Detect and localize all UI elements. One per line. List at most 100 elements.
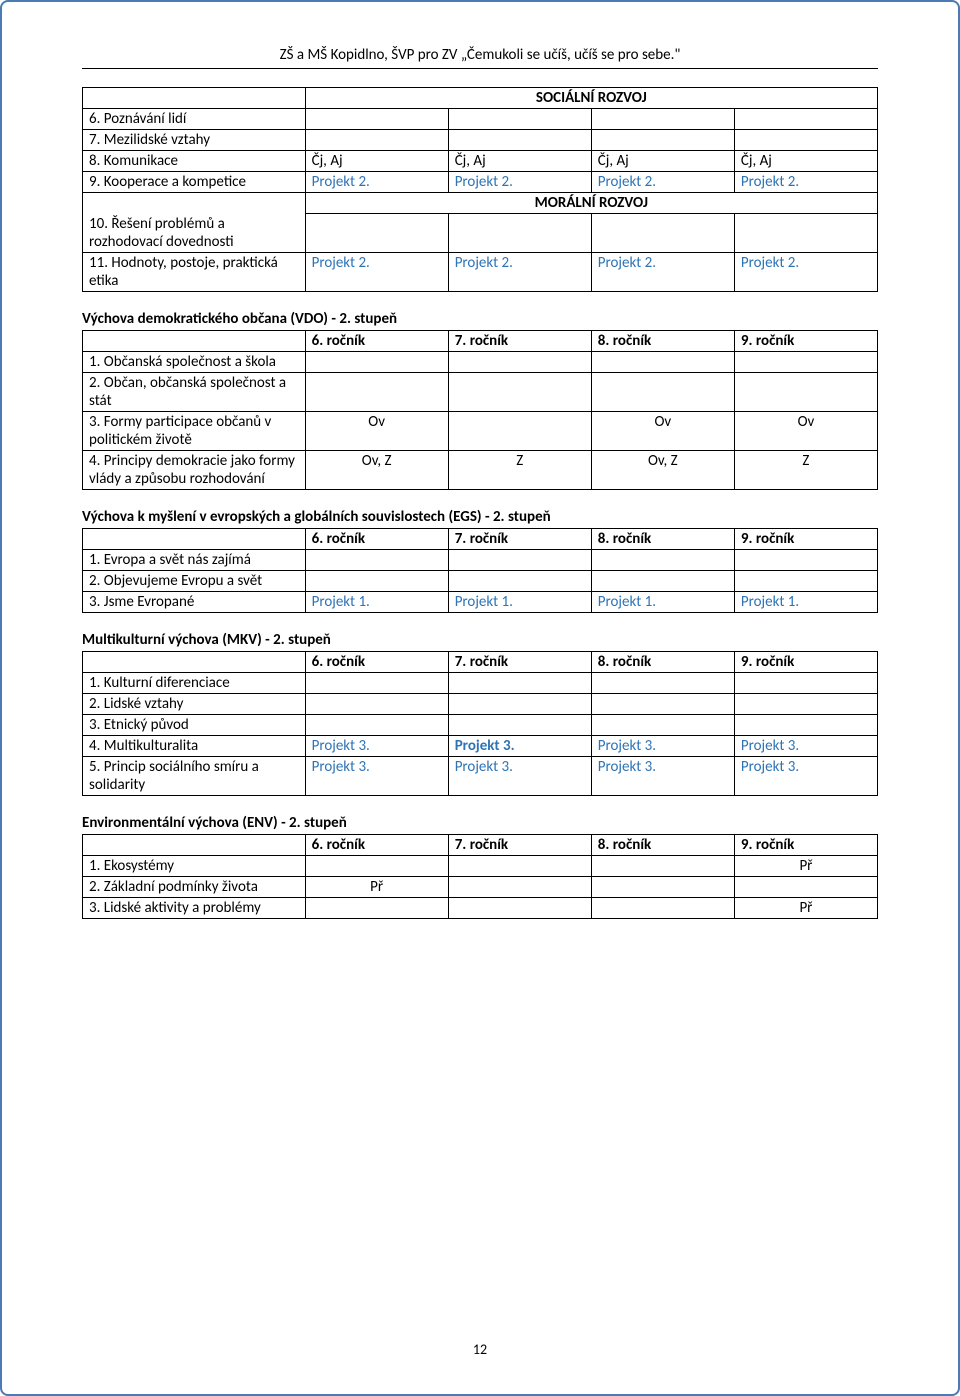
table-mkv: 6. ročník 7. ročník 8. ročník 9. ročník … (82, 651, 878, 796)
section-heading: SOCIÁLNÍ ROZVOJ (305, 88, 877, 109)
cell: Př (734, 855, 877, 876)
table-row: 1. Kulturní diferenciace (83, 672, 878, 693)
col-header: 9. ročník (734, 528, 877, 549)
table-row: 1. Ekosystémy Př (83, 855, 878, 876)
cell: Projekt 3. (591, 756, 734, 795)
cell: Projekt 2. (448, 252, 591, 291)
header-row: 6. ročník 7. ročník 8. ročník 9. ročník (83, 834, 878, 855)
cell: Př (305, 876, 448, 897)
col-header: 7. ročník (448, 528, 591, 549)
col-header: 7. ročník (448, 834, 591, 855)
page: ZŠ a MŠ Kopidlno, ŠVP pro ZV „Čemukoli s… (0, 0, 960, 1396)
row-label: 1. Kulturní diferenciace (83, 672, 306, 693)
row-label: 4. Multikulturalita (83, 735, 306, 756)
row-label: 4. Principy demokracie jako formy vlády … (83, 450, 306, 489)
cell: Projekt 2. (448, 172, 591, 193)
row-label: 11. Hodnoty, postoje, praktická etika (83, 252, 306, 291)
cell: Čj, Aj (591, 151, 734, 172)
cell: Projekt 2. (734, 172, 877, 193)
row-label: 9. Kooperace a kompetice (83, 172, 306, 193)
row-label: 3. Etnický původ (83, 714, 306, 735)
cell: Projekt 1. (305, 591, 448, 612)
table-row: 6. Poznávání lidí (83, 109, 878, 130)
table-row: 7. Mezilidské vztahy (83, 130, 878, 151)
cell: Projekt 2. (305, 252, 448, 291)
row-label: 3. Lidské aktivity a problémy (83, 897, 306, 918)
header-row: 6. ročník 7. ročník 8. ročník 9. ročník (83, 651, 878, 672)
table-row: 2. Objevujeme Evropu a svět (83, 570, 878, 591)
row-label: 8. Komunikace (83, 151, 306, 172)
row-label: 1. Evropa a svět nás zajímá (83, 549, 306, 570)
cell: Ov (591, 411, 734, 450)
col-header: 7. ročník (448, 330, 591, 351)
col-header: 8. ročník (591, 528, 734, 549)
section-title: Multikulturní výchova (MKV) - 2. stupeň (82, 631, 878, 649)
col-header: 6. ročník (305, 528, 448, 549)
cell: Projekt 2. (305, 172, 448, 193)
col-header: 8. ročník (591, 834, 734, 855)
page-number: 12 (2, 1341, 958, 1358)
cell: Ov, Z (591, 450, 734, 489)
cell: Ov (734, 411, 877, 450)
table-row: 2. Základní podmínky života Př (83, 876, 878, 897)
section-row-moral: MORÁLNÍ ROZVOJ (83, 193, 878, 214)
col-header: 8. ročník (591, 330, 734, 351)
cell: Projekt 1. (448, 591, 591, 612)
row-label: 3. Formy participace občanů v politickém… (83, 411, 306, 450)
cell: Z (734, 450, 877, 489)
cell: Projekt 3. (591, 735, 734, 756)
cell: Projekt 2. (591, 172, 734, 193)
table-row: 1. Občanská společnost a škola (83, 351, 878, 372)
col-header: 9. ročník (734, 330, 877, 351)
cell: Projekt 2. (591, 252, 734, 291)
page-header: ZŠ a MŠ Kopidlno, ŠVP pro ZV „Čemukoli s… (82, 46, 878, 64)
cell: Čj, Aj (305, 151, 448, 172)
cell: Projekt 2. (734, 252, 877, 291)
section-row-social: SOCIÁLNÍ ROZVOJ (83, 88, 878, 109)
table-social-moral: SOCIÁLNÍ ROZVOJ 6. Poznávání lidí 7. Mez… (82, 87, 878, 292)
cell: Projekt 3. (448, 756, 591, 795)
header-row: 6. ročník 7. ročník 8. ročník 9. ročník (83, 330, 878, 351)
row-label: 2. Objevujeme Evropu a svět (83, 570, 306, 591)
cell: Projekt 3. (734, 756, 877, 795)
table-row: 4. Multikulturalita Projekt 3. Projekt 3… (83, 735, 878, 756)
row-label: 2. Občan, občanská společnost a stát (83, 372, 306, 411)
cell: Projekt 3. (305, 735, 448, 756)
cell: Př (734, 897, 877, 918)
col-header: 6. ročník (305, 834, 448, 855)
table-row: 1. Evropa a svět nás zajímá (83, 549, 878, 570)
cell: Čj, Aj (734, 151, 877, 172)
table-row: 8. Komunikace Čj, Aj Čj, Aj Čj, Aj Čj, A… (83, 151, 878, 172)
table-row: 3. Jsme Evropané Projekt 1. Projekt 1. P… (83, 591, 878, 612)
row-label: 2. Lidské vztahy (83, 693, 306, 714)
section-title: Výchova demokratického občana (VDO) - 2.… (82, 310, 878, 328)
cell: Ov, Z (305, 450, 448, 489)
table-row: 10. Řešení problémů a rozhodovací dovedn… (83, 214, 878, 253)
table-row: 2. Lidské vztahy (83, 693, 878, 714)
col-header: 9. ročník (734, 651, 877, 672)
cell: Projekt 3. (734, 735, 877, 756)
row-label: 10. Řešení problémů a rozhodovací dovedn… (83, 214, 306, 253)
table-env: 6. ročník 7. ročník 8. ročník 9. ročník … (82, 834, 878, 919)
table-row: 3. Formy participace občanů v politickém… (83, 411, 878, 450)
col-header: 6. ročník (305, 651, 448, 672)
row-label: 3. Jsme Evropané (83, 591, 306, 612)
table-row: 3. Etnický původ (83, 714, 878, 735)
row-label: 7. Mezilidské vztahy (83, 130, 306, 151)
cell: Projekt 1. (734, 591, 877, 612)
row-label: 5. Princip sociálního smíru a solidarity (83, 756, 306, 795)
section-title: Environmentální výchova (ENV) - 2. stupe… (82, 814, 878, 832)
cell: Projekt 3. (448, 735, 591, 756)
cell: Projekt 3. (305, 756, 448, 795)
row-label: 1. Ekosystémy (83, 855, 306, 876)
header-row: 6. ročník 7. ročník 8. ročník 9. ročník (83, 528, 878, 549)
table-row: 11. Hodnoty, postoje, praktická etika Pr… (83, 252, 878, 291)
table-row: 4. Principy demokracie jako formy vlády … (83, 450, 878, 489)
table-row: 2. Občan, občanská společnost a stát (83, 372, 878, 411)
table-vdo: 6. ročník 7. ročník 8. ročník 9. ročník … (82, 330, 878, 490)
col-header: 9. ročník (734, 834, 877, 855)
cell: Z (448, 450, 591, 489)
cell: Projekt 1. (591, 591, 734, 612)
row-label: 6. Poznávání lidí (83, 109, 306, 130)
table-egs: 6. ročník 7. ročník 8. ročník 9. ročník … (82, 528, 878, 613)
